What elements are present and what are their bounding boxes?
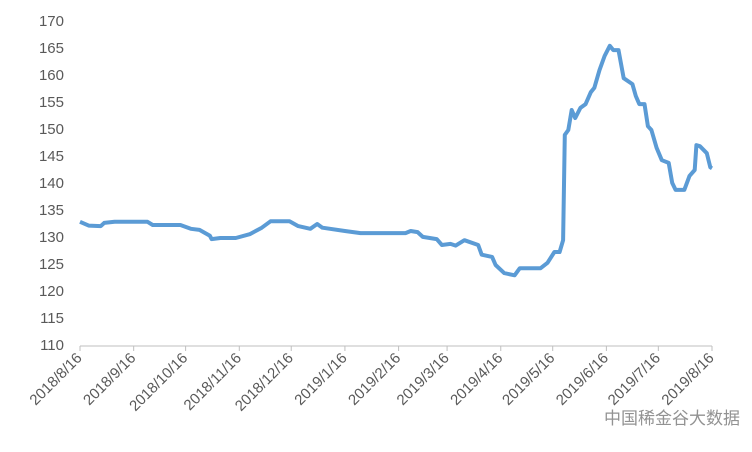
- y-tick-label: 125: [39, 256, 64, 273]
- x-tick-label: 2019/1/16: [291, 350, 350, 409]
- y-tick-label: 160: [39, 67, 64, 84]
- y-tick-label: 120: [39, 283, 64, 300]
- y-tick-label: 150: [39, 121, 64, 138]
- x-tick-label: 2019/4/16: [447, 350, 506, 409]
- watermark: 中国稀金谷大数据: [604, 409, 740, 428]
- x-tick-label: 2019/6/16: [553, 350, 612, 409]
- y-tick-label: 170: [39, 13, 64, 30]
- line-series: [79, 43, 714, 278]
- y-tick-label: 115: [40, 310, 64, 327]
- x-tick-label: 2019/5/16: [499, 350, 558, 409]
- y-tick-label: 110: [40, 337, 64, 354]
- y-tick-label: 165: [39, 40, 64, 57]
- x-tick-label: 2019/3/16: [394, 350, 453, 409]
- y-tick-label: 140: [39, 175, 64, 192]
- y-tick-label: 145: [39, 148, 64, 165]
- x-tick-label: 2019/7/16: [605, 350, 664, 409]
- y-tick-label: 130: [39, 229, 64, 246]
- y-tick-label: 135: [39, 202, 64, 219]
- y-tick-label: 155: [39, 94, 64, 111]
- x-tick-label: 2019/8/16: [658, 350, 717, 409]
- x-tick-label: 2018/8/16: [26, 350, 85, 409]
